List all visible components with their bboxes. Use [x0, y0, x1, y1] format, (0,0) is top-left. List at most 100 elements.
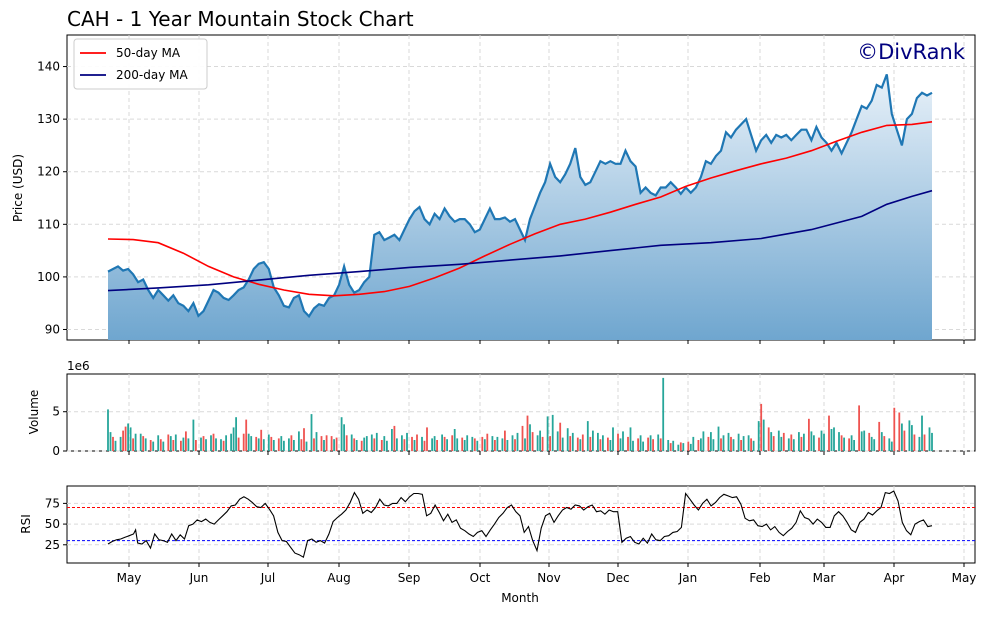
- volume-bar: [162, 441, 165, 451]
- volume-bar: [820, 430, 823, 451]
- volume-bar: [396, 438, 398, 451]
- ma200-line: [107, 189, 933, 292]
- volume-bar: [649, 435, 652, 451]
- volume-bar: [267, 434, 270, 451]
- volume-bar: [340, 417, 343, 451]
- volume-y-tick-label: 5: [52, 405, 60, 419]
- volume-bar: [391, 429, 393, 451]
- volume-bar: [609, 440, 612, 451]
- volume-bar: [710, 432, 712, 451]
- volume-bar: [180, 440, 182, 451]
- volume-bar: [293, 440, 295, 451]
- volume-y-tick-label: 0: [52, 444, 60, 458]
- volume-bar: [463, 440, 466, 451]
- volume-bar: [677, 444, 680, 451]
- volume-bar: [702, 431, 705, 451]
- volume-bar: [810, 431, 813, 451]
- volume-panel: 05 1e6 Volume: [27, 359, 976, 458]
- volume-y-ticks: 05: [52, 405, 67, 458]
- volume-bar: [707, 436, 710, 451]
- volume-bar: [272, 440, 275, 451]
- volume-bar: [270, 436, 273, 451]
- x-tick-label: May: [952, 571, 977, 585]
- volume-bar: [579, 439, 582, 451]
- volume-bar: [888, 438, 891, 451]
- volume-bar: [669, 443, 672, 451]
- volume-bar: [637, 438, 639, 451]
- volume-bar: [750, 438, 752, 451]
- volume-bar: [602, 435, 604, 451]
- volume-bar: [345, 435, 348, 451]
- price-line: [107, 74, 933, 319]
- volume-bar: [717, 426, 720, 451]
- volume-bar: [494, 440, 496, 451]
- volume-bar: [679, 442, 682, 451]
- volume-bar: [230, 433, 232, 451]
- volume-bar: [245, 419, 248, 451]
- volume-bar: [112, 436, 114, 451]
- x-tick-label: Aug: [327, 571, 350, 585]
- volume-bar: [172, 440, 175, 451]
- volume-bar: [524, 438, 526, 451]
- volume-bar: [840, 435, 843, 451]
- volume-bar: [260, 429, 263, 451]
- volume-bar: [850, 435, 853, 451]
- volume-bar: [612, 427, 614, 451]
- volume-bar: [310, 414, 313, 451]
- price-y-tick-label: 90: [45, 322, 60, 336]
- volume-bar: [127, 423, 129, 451]
- volume-bar: [642, 441, 644, 451]
- volume-bar: [335, 437, 338, 451]
- volume-bar: [315, 432, 318, 451]
- volume-bar: [232, 427, 235, 451]
- x-axis-label: Month: [501, 591, 539, 605]
- volume-bar: [174, 434, 177, 451]
- volume-scale-label: 1e6: [67, 359, 90, 373]
- volume-bar: [792, 439, 795, 451]
- volume-bar: [433, 436, 436, 451]
- volume-bar: [848, 438, 850, 451]
- x-tick-label: Dec: [606, 571, 629, 585]
- volume-bar: [571, 432, 574, 451]
- rsi-y-tick-label: 25: [45, 538, 60, 552]
- volume-bar: [212, 433, 215, 451]
- volume-bar: [692, 436, 695, 451]
- volume-bar: [667, 440, 670, 451]
- volume-bar: [770, 432, 773, 451]
- volume-bar: [255, 436, 258, 451]
- volume-bar: [205, 439, 207, 451]
- volume-bar: [107, 409, 109, 451]
- watermark: ©DivRank: [857, 40, 966, 64]
- volume-bar: [167, 434, 170, 451]
- volume-bar: [491, 436, 494, 451]
- volume-bar: [325, 435, 328, 451]
- price-y-ticks: 90 100 110 120 130 140: [37, 60, 67, 336]
- price-panel: 90 100 110 120 130 140 Price (USD) ©DivRank 5…: [11, 34, 976, 341]
- volume-bar: [185, 431, 187, 451]
- volume-bar: [569, 436, 572, 451]
- rsi-y-label: RSI: [19, 514, 33, 534]
- x-tick-label: Oct: [470, 571, 491, 585]
- volume-bar: [782, 432, 785, 451]
- volume-bar: [393, 425, 396, 451]
- volume-bar: [222, 440, 225, 451]
- volume-bar: [536, 435, 539, 451]
- volume-bar: [215, 438, 217, 451]
- volume-bar: [288, 438, 290, 451]
- volume-bar: [320, 436, 323, 451]
- volume-bar: [169, 436, 172, 451]
- volume-bar: [473, 438, 476, 451]
- volume-bar: [928, 427, 931, 451]
- volume-bar: [531, 432, 534, 451]
- volume-bar: [901, 423, 903, 451]
- rsi-y-ticks: 25 50 75: [45, 496, 67, 552]
- volume-bar: [149, 440, 152, 451]
- volume-bar: [657, 434, 660, 451]
- volume-bar: [350, 434, 353, 451]
- volume-bar: [159, 439, 162, 451]
- volume-bar: [732, 439, 735, 451]
- volume-bar: [529, 424, 531, 451]
- volume-bar: [521, 425, 524, 451]
- volume-bar: [277, 438, 280, 451]
